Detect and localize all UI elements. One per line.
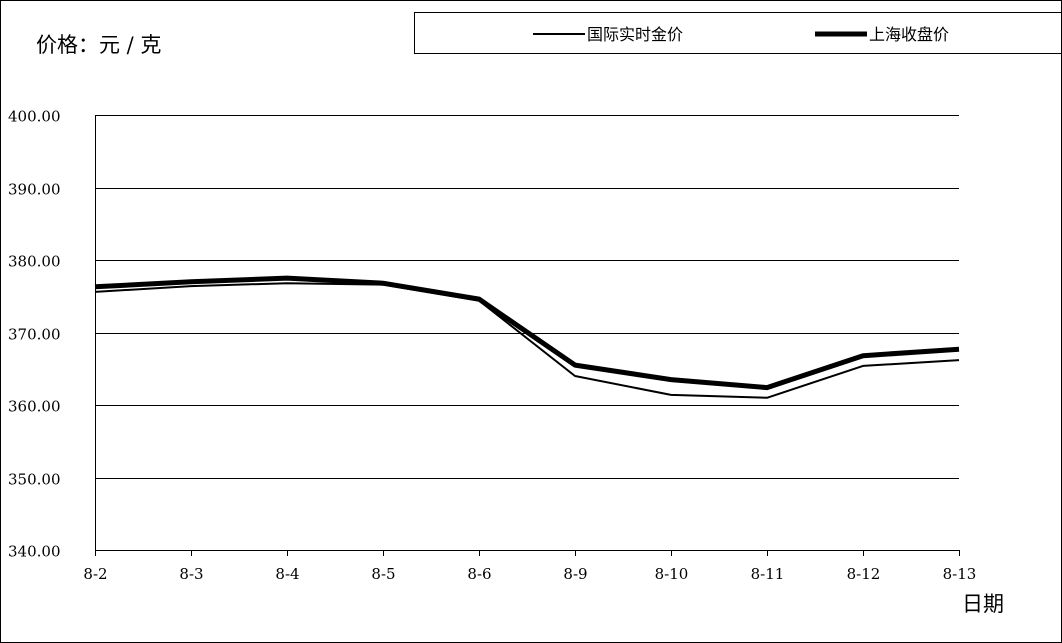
x-tick-label: 8-11	[751, 565, 785, 583]
x-tick-label: 8-4	[275, 565, 299, 583]
y-tick-label: 380.00	[8, 253, 61, 271]
series	[94, 275, 960, 399]
y-tick-label: 360.00	[8, 398, 61, 416]
x-tick-label: 8-6	[467, 565, 491, 583]
y-tick-label: 370.00	[8, 326, 61, 344]
legend-label-series-1: 国际实时金价	[587, 25, 683, 44]
y-tick-label: 390.00	[8, 181, 61, 199]
axes	[95, 115, 960, 556]
y-axis-label: 价格：元 / 克	[36, 33, 161, 57]
y-tick-label: 340.00	[8, 543, 61, 561]
x-tick-label: 8-3	[179, 565, 203, 583]
series-line-1	[94, 282, 960, 399]
x-tick-label: 8-10	[655, 565, 689, 583]
y-tick-label: 350.00	[8, 471, 61, 489]
legend: 国际实时金价 上海收盘价	[414, 12, 1062, 54]
x-tick-label: 8-12	[847, 565, 881, 583]
legend-label-series-2: 上海收盘价	[869, 25, 949, 44]
x-tick-label: 8-9	[563, 565, 587, 583]
x-tick-label: 8-2	[83, 565, 107, 583]
series-line-2	[94, 275, 960, 391]
x-tick-label: 8-13	[943, 565, 977, 583]
tick-labels: 340.00 350.00 360.00 370.00 380.00 390.00 400.…	[8, 108, 976, 584]
x-axis-label: 日期	[962, 592, 1004, 616]
y-tick-label: 400.00	[8, 108, 61, 126]
legend-box	[414, 12, 1062, 54]
x-tick-label: 8-5	[371, 565, 395, 583]
